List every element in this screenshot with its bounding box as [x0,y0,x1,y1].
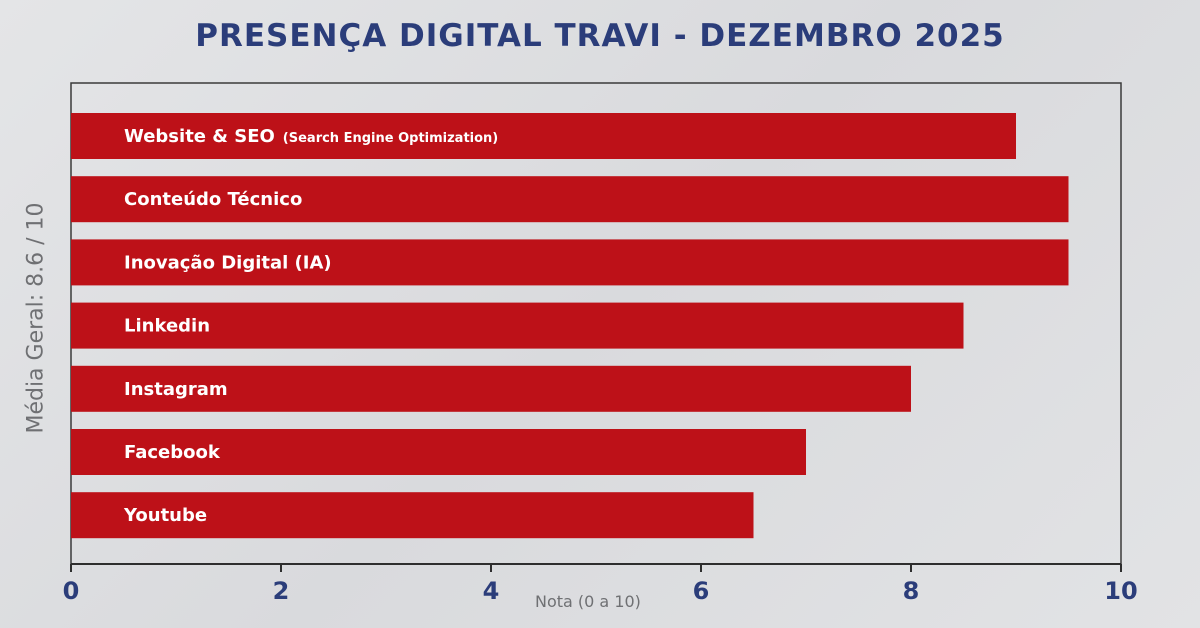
x-tick-label-1: 2 [273,577,290,605]
bar-label-0: Website & SEO (Search Engine Optimization… [124,126,498,147]
bar-label-4: Instagram [124,379,228,400]
x-axis-label: Nota (0 a 10) [535,592,641,611]
x-tick-label-2: 4 [483,577,500,605]
bar-label-5: Facebook [124,442,221,463]
bar-3 [71,302,964,349]
bar-0 [71,113,1016,159]
bar-4 [71,365,911,412]
bar-label-2: Inovação Digital (IA) [124,252,332,273]
bar-label-1: Conteúdo Técnico [124,189,302,210]
x-tick-label-3: 6 [693,577,710,605]
chart-title: PRESENÇA DIGITAL TRAVI - DEZEMBRO 2025 [195,18,1005,54]
bar-5 [71,429,806,475]
bar-6 [71,492,754,539]
x-tick-label-0: 0 [63,577,80,605]
bar-2 [71,239,1069,286]
bar-1 [71,176,1069,223]
x-tick-label-5: 10 [1104,577,1137,605]
x-tick-label-4: 8 [903,577,920,605]
bar-label-6: Youtube [123,505,207,526]
bar-sublabel-0: (Search Engine Optimization) [283,131,498,146]
bar-label-3: Linkedin [124,316,210,337]
